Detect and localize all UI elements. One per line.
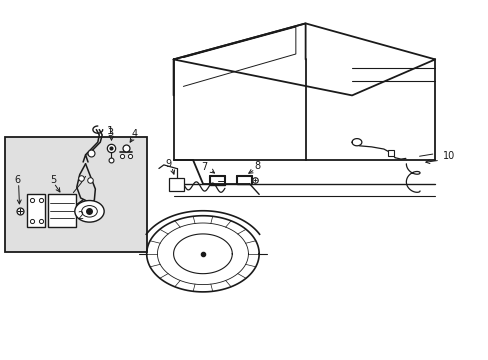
Text: 4: 4: [132, 129, 138, 139]
Text: 3: 3: [107, 128, 113, 138]
Bar: [48, 194, 76, 227]
Bar: [27, 194, 45, 227]
Text: 1: 1: [106, 126, 113, 136]
Circle shape: [81, 206, 97, 217]
Text: 8: 8: [254, 161, 260, 171]
Text: 6: 6: [14, 175, 20, 185]
Text: 2: 2: [78, 211, 83, 221]
Bar: [168, 178, 184, 191]
Bar: [5, 137, 146, 252]
Text: 5: 5: [51, 175, 57, 185]
Circle shape: [75, 201, 104, 222]
Text: 7: 7: [201, 162, 206, 172]
Text: 10: 10: [442, 150, 454, 161]
Text: 9: 9: [165, 159, 171, 169]
